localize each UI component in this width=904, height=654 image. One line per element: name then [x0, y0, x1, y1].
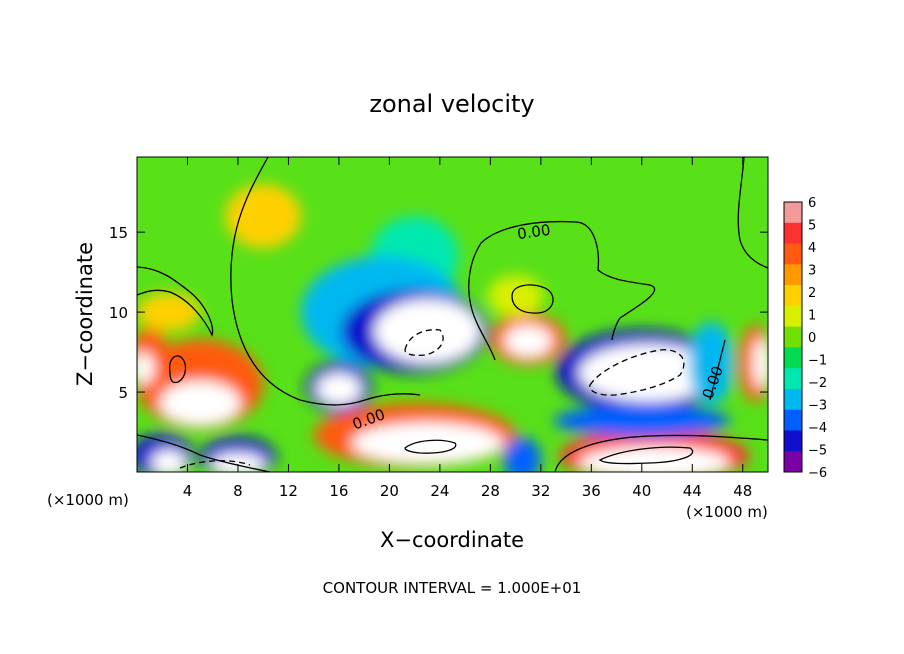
- x-tick-label-4: 4: [183, 482, 193, 500]
- velocity-region-23: [150, 449, 187, 472]
- plot-area: [137, 157, 768, 472]
- velocity-region-6: [316, 372, 362, 405]
- x-tick-label-16: 16: [329, 482, 348, 500]
- contour-line-7: [511, 284, 554, 314]
- colorbar-swatch-11: [784, 430, 802, 452]
- velocity-region-27: [553, 404, 731, 437]
- contour-line-3: [468, 242, 496, 361]
- colorbar-swatch-0: [784, 202, 802, 224]
- colorbar-label-7: −1: [808, 354, 827, 369]
- colorbar-label-10: −4: [808, 421, 827, 436]
- contour-line-6: [554, 434, 768, 472]
- colorbar-label-0: 6: [808, 196, 816, 211]
- colorbar-label-6: 0: [808, 331, 816, 346]
- x-tick-label-40: 40: [632, 482, 651, 500]
- contour-line-8: [169, 355, 187, 384]
- colorbar-frame: [783, 201, 803, 473]
- y-tick-label-10: 10: [109, 304, 128, 322]
- contour-line-13: [598, 446, 694, 465]
- colorbar: 6 5 4 3 2 1 0 −1 −2 −3 −4 −5 −6: [783, 196, 827, 481]
- velocity-field: [137, 184, 768, 472]
- colorbar-label-11: −5: [808, 444, 827, 459]
- colorbar-label-8: −2: [808, 376, 827, 391]
- colorbar-swatch-3: [784, 264, 802, 286]
- y-axis-label: Z−coordinate: [73, 242, 97, 386]
- y-axis: 5 10 15: [109, 224, 768, 402]
- velocity-region-26: [502, 436, 541, 472]
- x-axis: 4 8 12 16 20 24 28 32 36 40 44 48: [183, 157, 752, 500]
- velocity-region-9: [688, 321, 734, 405]
- colorbar-label-9: −3: [808, 399, 827, 414]
- plot-frame: [136, 156, 769, 473]
- x-tick-label-24: 24: [430, 482, 449, 500]
- colorbar-swatch-12: [784, 451, 802, 473]
- velocity-region-21: [752, 337, 768, 389]
- colorbar-swatch-8: [784, 368, 802, 390]
- colorbar-swatch-4: [784, 285, 802, 307]
- contour-label-0: 0.00: [516, 221, 552, 243]
- colorbar-swatch-1: [784, 222, 802, 245]
- x-tick-label-44: 44: [683, 482, 702, 500]
- colorbar-swatch-5: [784, 305, 802, 328]
- colorbar-label-2: 4: [808, 241, 816, 256]
- velocity-region-11: [504, 324, 553, 357]
- x-tick-label-36: 36: [582, 482, 601, 500]
- colorbar-swatch-9: [784, 388, 802, 411]
- velocity-region-17: [351, 422, 503, 465]
- y-tick-label-15: 15: [109, 224, 128, 242]
- velocity-region-29: [225, 184, 302, 249]
- velocity-region-13: [159, 380, 241, 426]
- x-unit-label-left: (×1000 m): [47, 491, 129, 509]
- contour-line-5: [137, 434, 271, 472]
- colorbar-swatch-7: [784, 347, 802, 369]
- contour-line-4: [737, 157, 768, 269]
- colorbar-label-5: 1: [808, 309, 816, 324]
- contour-line-2: [480, 220, 656, 341]
- colorbar-swatch-6: [784, 326, 802, 348]
- x-tick-label-48: 48: [733, 482, 752, 500]
- contour-line-12: [404, 439, 457, 454]
- velocity-region-15: [137, 352, 155, 385]
- colorbar-label-3: 3: [808, 264, 816, 279]
- contour-line-11: [589, 349, 685, 396]
- y-tick-label-5: 5: [118, 384, 128, 402]
- contour-line-14: [179, 460, 251, 469]
- colorbar-label-12: −6: [808, 466, 827, 481]
- velocity-region-30: [137, 292, 201, 332]
- x-tick-label-20: 20: [380, 482, 399, 500]
- colorbar-swatch-2: [784, 243, 802, 265]
- x-axis-label: X−coordinate: [380, 528, 524, 552]
- chart-title: zonal velocity: [369, 90, 534, 118]
- colorbar-swatch-10: [784, 409, 802, 431]
- contour-line-10: [404, 329, 444, 356]
- velocity-region-25: [210, 452, 266, 472]
- x-tick-label-12: 12: [279, 482, 298, 500]
- x-tick-label-8: 8: [233, 482, 243, 500]
- contour-line-1: [137, 266, 214, 337]
- velocity-region-28: [487, 275, 544, 317]
- x-unit-label-right: (×1000 m): [686, 503, 768, 521]
- contour-interval-footer: CONTOUR INTERVAL = 1.000E+01: [323, 579, 582, 597]
- velocity-region-4: [374, 299, 481, 364]
- x-tick-label-32: 32: [531, 482, 550, 500]
- contour-line-9: [709, 339, 726, 401]
- colorbar-label-1: 5: [808, 219, 816, 234]
- contour-lines: [137, 157, 768, 472]
- colorbar-label-4: 2: [808, 286, 816, 301]
- x-tick-label-28: 28: [481, 482, 500, 500]
- contour-line-0: [230, 157, 421, 406]
